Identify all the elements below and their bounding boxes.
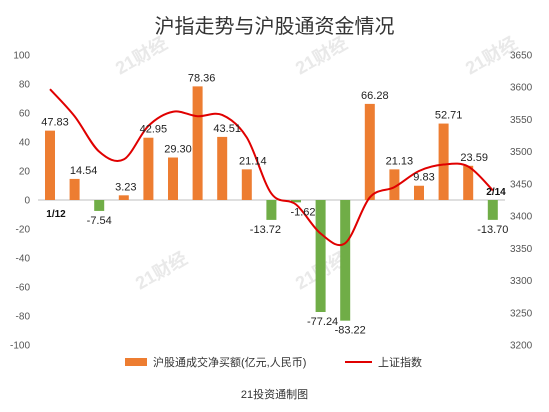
left-axis-tick-label: 0 (24, 196, 30, 207)
bar (69, 178, 80, 200)
bar (340, 200, 351, 321)
bar (438, 123, 449, 200)
bar-data-label: 29.30 (164, 144, 192, 156)
right-axis-tick-label: 3500 (510, 147, 533, 158)
bar-data-label: 66.28 (361, 90, 389, 102)
annotations: 1/12 2/14 (46, 187, 506, 220)
bar (414, 185, 424, 200)
right-axis-tick-label: 3600 (510, 83, 533, 94)
right-axis-tick-label: 3550 (510, 115, 533, 126)
bar-labels: 47.83 14.54 -7.54 3.23 42.95 29.30 78.36 43.51 2… (41, 72, 508, 336)
bar-data-label: -83.22 (335, 325, 366, 337)
bar-data-label: 43.51 (213, 123, 241, 135)
bar-data-label: -13.72 (250, 224, 281, 236)
right-axis-tick-label: 3250 (510, 308, 533, 319)
bar-data-label: -77.24 (307, 316, 338, 328)
right-axis-tick-label: 3400 (510, 212, 533, 223)
right-axis-tick-label: 3650 (510, 51, 533, 62)
date-annotation: 2/14 (486, 187, 506, 198)
left-axis-tick-label: 60 (19, 109, 31, 120)
bar (389, 169, 400, 200)
line-layer (49, 88, 494, 247)
bar (463, 165, 474, 200)
bar (168, 157, 178, 200)
bar (118, 195, 129, 200)
bar (45, 130, 55, 200)
bar (143, 137, 154, 200)
legend: 沪股通成交净买额(亿元,人民币) 上证指数 (125, 355, 422, 369)
right-axis: 3200 3250 3300 3350 3400 3450 3500 3550 3600 3650 (510, 51, 533, 352)
bar (94, 200, 105, 211)
left-axis-tick-label: -60 (16, 283, 31, 294)
bar-data-label: 3.23 (115, 181, 136, 193)
right-axis-tick-label: 3450 (510, 179, 533, 190)
right-axis-tick-label: 3350 (510, 244, 533, 255)
source-note: 21投资通制图 (241, 387, 308, 401)
bar (487, 200, 498, 220)
right-axis-tick-label: 3200 (510, 341, 533, 352)
bar-data-label: -1.62 (290, 206, 315, 218)
bar (241, 169, 252, 200)
left-axis-tick-label: -20 (16, 225, 31, 236)
bar-data-label: -13.70 (477, 224, 508, 236)
legend-label-line: 上证指数 (378, 355, 422, 369)
left-axis-tick-label: 80 (19, 80, 31, 91)
bar-data-label: 23.59 (460, 152, 488, 164)
bar-data-label: 42.95 (140, 124, 168, 136)
bar-data-label: 52.71 (435, 110, 463, 122)
bar (315, 200, 326, 312)
bar-data-label: 47.83 (41, 117, 69, 129)
legend-label-bar: 沪股通成交净买额(亿元,人民币) (153, 355, 306, 369)
bar (364, 103, 375, 200)
date-annotation: 1/12 (46, 209, 66, 220)
watermark-text: 21财经 (132, 247, 191, 293)
bar (192, 86, 203, 200)
watermark-text: 21财经 (292, 32, 351, 78)
bar-data-label: 14.54 (70, 165, 98, 177)
index-line (49, 88, 494, 247)
bar-data-label: -7.54 (87, 215, 112, 227)
chart-title: 沪指走势与沪股通资金情况 (155, 14, 395, 38)
bar (291, 200, 301, 203)
watermark-text: 21财经 (112, 32, 171, 78)
left-axis-tick-label: 20 (19, 167, 31, 178)
left-axis-tick-label: 40 (19, 138, 31, 149)
legend-swatch-bar (125, 358, 147, 366)
left-axis-tick-label: -100 (10, 341, 30, 352)
left-axis: -100 -80 -60 -40 -20 0 20 40 60 80 100 (10, 51, 30, 352)
bar (266, 200, 277, 220)
left-axis-tick-label: -80 (16, 312, 31, 323)
bar-data-label: 9.83 (413, 172, 434, 184)
bar-data-label: 78.36 (188, 72, 216, 84)
left-axis-tick-label: 100 (13, 51, 30, 62)
bar-data-label: 21.13 (386, 155, 414, 167)
right-axis-tick-label: 3300 (510, 276, 533, 287)
bar (217, 136, 228, 200)
left-axis-tick-label: -40 (16, 254, 31, 265)
bars (45, 86, 498, 321)
bar-data-label: 21.14 (239, 155, 267, 167)
